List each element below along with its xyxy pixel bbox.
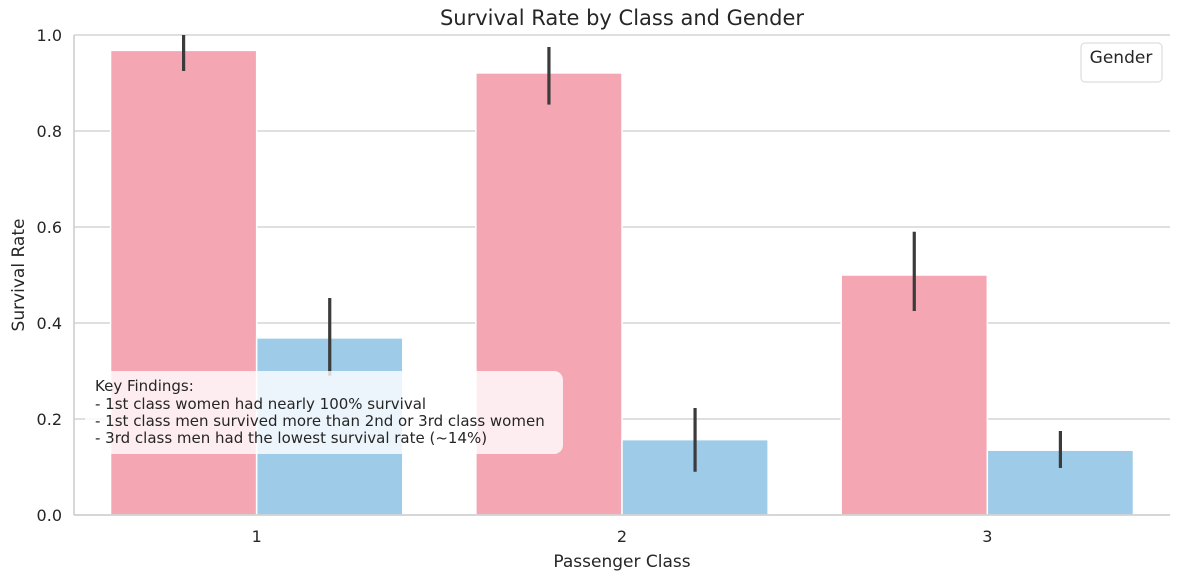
annotation-box: [85, 371, 563, 454]
y-tick-label: 0.4: [37, 314, 62, 333]
x-tick-label: 2: [617, 527, 627, 546]
annotation-line: Key Findings:: [95, 377, 194, 395]
y-tick-label: 1.0: [37, 26, 62, 45]
x-tick-label: 3: [982, 527, 992, 546]
chart-title: Survival Rate by Class and Gender: [440, 6, 804, 30]
key-findings-annotation: Key Findings: - 1st class women had near…: [85, 371, 563, 454]
y-tick-label: 0.8: [37, 122, 62, 141]
legend: Gender: [1080, 42, 1163, 83]
annotation-line: - 1st class women had nearly 100% surviv…: [95, 395, 426, 413]
y-tick-label: 0.2: [37, 410, 62, 429]
axes: [73, 35, 1170, 516]
y-tick-label: 0.6: [37, 218, 62, 237]
x-tick-label: 1: [252, 527, 262, 546]
y-axis-label: Survival Rate: [9, 219, 29, 332]
x-axis-label: Passenger Class: [553, 552, 690, 572]
annotation-line: - 1st class men survived more than 2nd o…: [95, 412, 545, 430]
legend-box: [1080, 42, 1163, 83]
tick-labels: 0.0 0.2 0.4 0.6 0.8 1.0 1 2 3: [37, 26, 993, 546]
error-bar-group: [182, 35, 1063, 472]
y-tick-label: 0.0: [37, 506, 62, 525]
annotation-line: - 3rd class men had the lowest survival …: [95, 429, 487, 447]
bar: [840, 274, 989, 516]
legend-title: Gender: [1090, 48, 1153, 68]
